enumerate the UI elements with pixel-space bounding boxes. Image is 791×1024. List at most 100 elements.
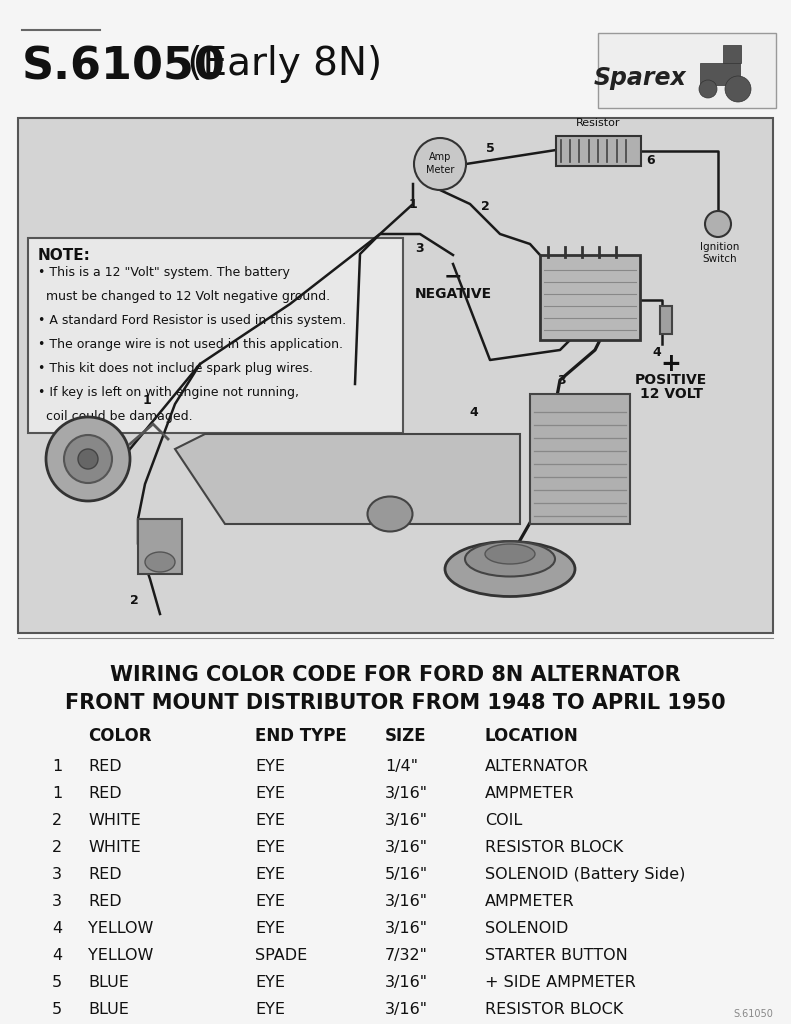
Text: Ignition
Switch: Ignition Switch [700,242,740,263]
Text: RESISTOR BLOCK: RESISTOR BLOCK [485,1002,623,1017]
Bar [18,118,773,633]
Text: S.61050: S.61050 [733,1009,773,1019]
Text: SIZE: SIZE [385,727,426,745]
Text: NOTE:: NOTE: [38,248,91,263]
Text: • A standard Ford Resistor is used in this system.: • A standard Ford Resistor is used in th… [38,314,346,327]
Bar [540,255,640,340]
Circle shape [414,138,466,190]
Text: EYE: EYE [255,921,285,936]
Text: RED: RED [88,894,122,909]
Text: 1: 1 [52,759,62,774]
Circle shape [46,417,130,501]
Text: (Early 8N): (Early 8N) [175,45,382,83]
Text: EYE: EYE [255,1002,285,1017]
Bar [723,45,741,63]
Text: 1: 1 [409,198,418,211]
Text: 3/16": 3/16" [385,894,428,909]
Circle shape [78,449,98,469]
Ellipse shape [465,542,555,577]
Text: must be changed to 12 Volt negative ground.: must be changed to 12 Volt negative grou… [38,290,330,303]
Text: 5: 5 [52,1002,62,1017]
Text: • This is a 12 "Volt" system. The battery: • This is a 12 "Volt" system. The batter… [38,266,290,279]
Text: 3: 3 [416,243,424,256]
Text: NEGATIVE: NEGATIVE [414,287,491,301]
Text: coil could be damaged.: coil could be damaged. [38,410,193,423]
Text: 2: 2 [481,200,490,213]
Text: ALTERNATOR: ALTERNATOR [485,759,589,774]
Text: RESISTOR BLOCK: RESISTOR BLOCK [485,840,623,855]
Text: 6: 6 [647,155,655,168]
Text: 5: 5 [52,975,62,990]
Text: RED: RED [88,759,122,774]
Text: 3: 3 [52,894,62,909]
Text: + SIDE AMPMETER: + SIDE AMPMETER [485,975,636,990]
Ellipse shape [145,552,175,572]
Ellipse shape [368,497,412,531]
Bar [28,238,403,433]
Text: STARTER BUTTON: STARTER BUTTON [485,948,628,963]
Circle shape [699,80,717,98]
Bar [700,63,740,85]
Text: WHITE: WHITE [88,813,141,828]
Ellipse shape [445,542,575,597]
Text: Sparex: Sparex [593,66,687,90]
Text: 7/32": 7/32" [385,948,428,963]
Bar [530,394,630,524]
Bar [138,519,182,574]
Text: BLUE: BLUE [88,1002,129,1017]
Text: FRONT MOUNT DISTRIBUTOR FROM 1948 TO APRIL 1950: FRONT MOUNT DISTRIBUTOR FROM 1948 TO APR… [65,693,725,713]
Text: 4: 4 [470,406,479,419]
Text: Amp: Amp [429,152,451,162]
Circle shape [725,76,751,102]
Text: RED: RED [88,867,122,882]
Text: 2: 2 [52,813,62,828]
Text: 4: 4 [52,921,62,936]
Text: 3/16": 3/16" [385,975,428,990]
Text: EYE: EYE [255,840,285,855]
Text: POSITIVE: POSITIVE [635,373,707,387]
Text: EYE: EYE [255,894,285,909]
Text: END TYPE: END TYPE [255,727,346,745]
Text: Meter: Meter [426,165,454,175]
Circle shape [64,435,112,483]
Text: LOCATION: LOCATION [485,727,579,745]
Text: EYE: EYE [255,759,285,774]
Text: 5: 5 [486,141,494,155]
Text: 12 VOLT: 12 VOLT [639,387,702,401]
Text: 3/16": 3/16" [385,840,428,855]
Text: 3: 3 [52,867,62,882]
Text: AMPMETER: AMPMETER [485,786,574,801]
Text: EYE: EYE [255,867,285,882]
Text: 1: 1 [52,786,62,801]
Text: RED: RED [88,786,122,801]
Text: +: + [660,352,681,376]
Text: EYE: EYE [255,786,285,801]
Text: 3/16": 3/16" [385,1002,428,1017]
Text: SOLENOID (Battery Side): SOLENOID (Battery Side) [485,867,685,882]
Text: AMPMETER: AMPMETER [485,894,574,909]
Text: S.61050: S.61050 [22,45,226,88]
Text: 1: 1 [143,394,152,407]
Text: 5/16": 5/16" [385,867,428,882]
Text: EYE: EYE [255,975,285,990]
Text: 3/16": 3/16" [385,921,428,936]
Text: SPADE: SPADE [255,948,307,963]
Text: SOLENOID: SOLENOID [485,921,569,936]
Bar [598,33,776,108]
Circle shape [705,211,731,237]
Text: Resistor: Resistor [576,118,620,128]
Text: WHITE: WHITE [88,840,141,855]
Text: COLOR: COLOR [88,727,152,745]
Bar [660,306,672,334]
Text: EYE: EYE [255,813,285,828]
Text: WIRING COLOR CODE FOR FORD 8N ALTERNATOR: WIRING COLOR CODE FOR FORD 8N ALTERNATOR [110,665,680,685]
Text: BLUE: BLUE [88,975,129,990]
Text: • This kit does not include spark plug wires.: • This kit does not include spark plug w… [38,362,313,375]
Text: 2: 2 [52,840,62,855]
Text: 4: 4 [653,345,661,358]
Text: 2: 2 [130,594,138,607]
Text: 3/16": 3/16" [385,813,428,828]
Text: COIL: COIL [485,813,522,828]
Text: • If key is left on with engine not running,: • If key is left on with engine not runn… [38,386,299,399]
Text: YELLOW: YELLOW [88,948,153,963]
